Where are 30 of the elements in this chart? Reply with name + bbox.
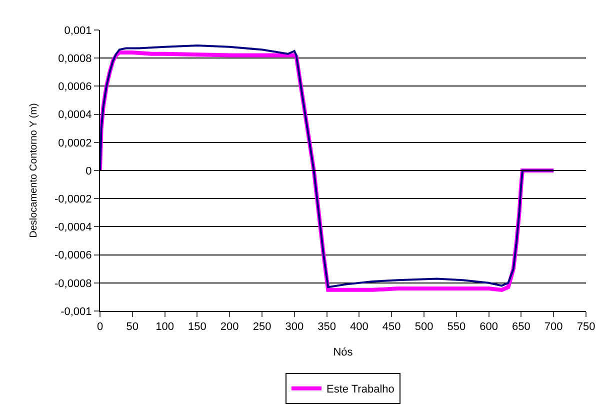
y-tick-label: -0,001 xyxy=(60,306,92,318)
y-tick-label: 0,0008 xyxy=(58,52,92,65)
y-tick-label: -0,0006 xyxy=(54,250,92,262)
x-axis-title: Nós xyxy=(333,346,354,358)
x-tick-label: 500 xyxy=(414,321,434,334)
x-tick-label: 550 xyxy=(447,321,466,334)
x-tick-label: 300 xyxy=(285,321,304,334)
x-tick-label: 750 xyxy=(576,321,596,334)
x-tick-label: 200 xyxy=(220,321,239,334)
x-tick-label: 600 xyxy=(480,321,498,334)
y-tick-label: -0,0002 xyxy=(54,193,92,206)
y-tick-label: 0,0004 xyxy=(58,109,92,122)
x-tick-label: 650 xyxy=(512,321,530,334)
x-tick-label: 400 xyxy=(350,321,368,334)
x-tick-label: 50 xyxy=(126,321,139,334)
y-tick-label: 0,0002 xyxy=(58,137,92,150)
x-tick-label: 350 xyxy=(318,321,336,334)
y-tick-label: 0 xyxy=(86,165,92,178)
x-tick-label: 250 xyxy=(252,321,272,334)
x-tick-label: 0 xyxy=(96,321,104,334)
y-tick-label: 0,0006 xyxy=(58,81,92,94)
y-tick-label: -0,0004 xyxy=(54,222,92,234)
legend-label: Este Trabalho xyxy=(326,384,394,396)
x-tick-label: 100 xyxy=(156,321,174,334)
x-tick-label: 150 xyxy=(188,321,206,334)
y-tick-label: -0,0008 xyxy=(54,278,92,290)
x-tick-label: 700 xyxy=(544,321,563,334)
x-tick-label: 450 xyxy=(382,321,401,334)
y-axis-title: Deslocamento Contorno Y (m) xyxy=(28,103,40,238)
y-tick-label: 0,001 xyxy=(64,24,92,37)
